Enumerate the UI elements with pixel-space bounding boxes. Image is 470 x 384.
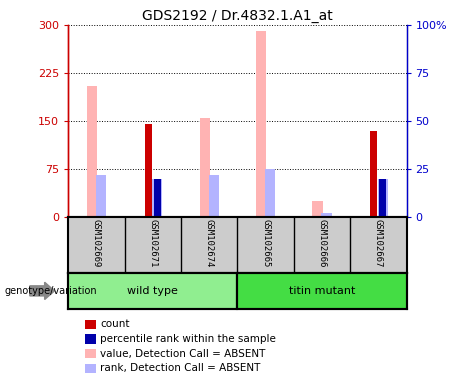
Bar bbox=[237, 273, 407, 309]
Text: GSM102665: GSM102665 bbox=[261, 220, 270, 268]
Bar bbox=[313, 201, 322, 217]
Bar bbox=[145, 124, 152, 217]
Text: wild type: wild type bbox=[127, 286, 178, 296]
Text: titin mutant: titin mutant bbox=[289, 286, 355, 296]
Text: GSM102667: GSM102667 bbox=[374, 220, 383, 268]
Bar bbox=[321, 213, 331, 217]
Bar bbox=[152, 179, 162, 217]
Bar bbox=[154, 179, 161, 217]
Text: GSM102669: GSM102669 bbox=[92, 220, 101, 268]
Bar bbox=[378, 179, 388, 217]
Bar bbox=[265, 169, 275, 217]
Bar bbox=[256, 31, 266, 217]
Bar bbox=[96, 175, 106, 217]
Text: GSM102671: GSM102671 bbox=[148, 220, 157, 268]
Text: GSM102666: GSM102666 bbox=[317, 220, 327, 268]
Bar bbox=[87, 86, 97, 217]
Bar bbox=[379, 179, 386, 217]
Text: percentile rank within the sample: percentile rank within the sample bbox=[100, 334, 276, 344]
Text: GSM102674: GSM102674 bbox=[204, 220, 214, 268]
FancyArrow shape bbox=[30, 282, 55, 300]
Text: genotype/variation: genotype/variation bbox=[5, 286, 97, 296]
Bar bbox=[68, 273, 237, 309]
Text: count: count bbox=[100, 319, 130, 329]
Title: GDS2192 / Dr.4832.1.A1_at: GDS2192 / Dr.4832.1.A1_at bbox=[142, 8, 333, 23]
Text: rank, Detection Call = ABSENT: rank, Detection Call = ABSENT bbox=[100, 363, 260, 373]
Bar bbox=[370, 131, 377, 217]
Bar bbox=[209, 175, 219, 217]
Bar bbox=[200, 118, 210, 217]
Text: value, Detection Call = ABSENT: value, Detection Call = ABSENT bbox=[100, 349, 266, 359]
